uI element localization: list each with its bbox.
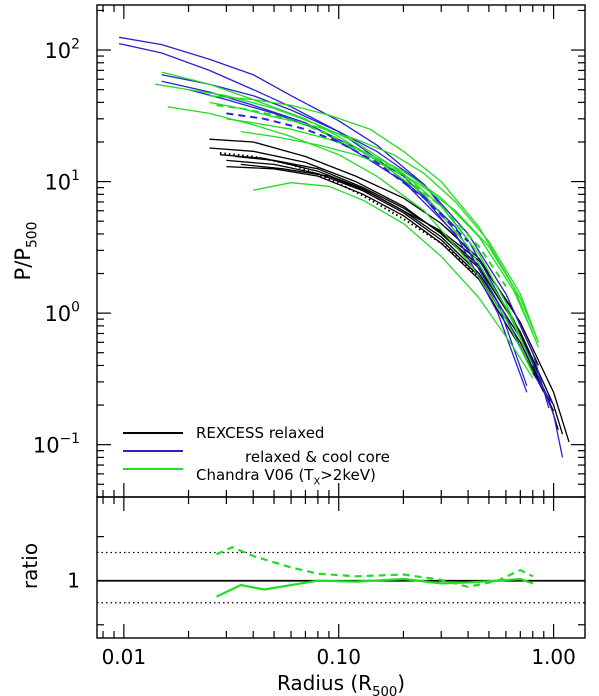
y-tick-label-1-exp: 0 — [71, 300, 80, 316]
y-tick-label-0-base: 10 — [33, 434, 60, 458]
y-tick-label-3-exp: 2 — [71, 37, 80, 53]
x-axis-label: Radius (R500) — [277, 671, 405, 696]
legend-label-0: REXCESS relaxed — [196, 424, 324, 442]
profile-line-black-5 — [235, 155, 539, 374]
legend-label-2-sub: X — [313, 477, 320, 488]
main-x-ticks — [102, 5, 555, 497]
y-tick-label-3-base: 10 — [44, 39, 71, 63]
main-series-group — [118, 36, 570, 458]
x-axis-label-sub: 500 — [372, 685, 397, 696]
ratio-frame — [96, 496, 586, 639]
profile-line-green-15 — [209, 95, 540, 348]
y-tick-label-2-exp: 1 — [71, 168, 80, 184]
profile-line-green-16 — [209, 101, 540, 343]
x-tick-label-2: 1.00 — [531, 645, 576, 669]
legend-label-2-rest: >2keV) — [320, 466, 376, 484]
legend-label-1: relaxed & cool core — [245, 448, 390, 466]
main-y-axis-label-base: P/P — [11, 248, 35, 280]
legend-label-2: Chandra V06 (TX>2keV) — [196, 466, 376, 488]
profile-line-blue-dashed-22 — [226, 112, 469, 243]
ratio-plot: 1 0.01 0.10 1.00 ratio Radius (R500) — [18, 496, 586, 696]
y-tick-label-0: 10−1 — [33, 431, 80, 457]
main-y-axis-label: P/P500 — [11, 222, 40, 281]
legend: REXCESS relaxed relaxed & cool coreChandr… — [123, 424, 390, 488]
x-tick-label-0: 0.01 — [102, 645, 147, 669]
profile-line-blue-8 — [118, 42, 555, 406]
main-frame — [96, 4, 586, 498]
y-tick-label-2-base: 10 — [44, 171, 71, 195]
main-y-axis-label-sub: 500 — [24, 222, 40, 248]
ratio-line-1 — [216, 546, 534, 589]
profile-line-black-4 — [226, 165, 545, 393]
x-axis-label-rest: ) — [397, 671, 405, 695]
y-tick-label-0-exp: −1 — [60, 431, 80, 447]
x-axis-label-base: Radius (R — [277, 671, 372, 695]
y-tick-label-2: 101 — [44, 168, 80, 194]
profile-line-blue-7 — [118, 36, 564, 458]
profile-line-green-17 — [226, 118, 534, 334]
profile-line-black-2 — [219, 154, 559, 430]
profile-line-blue-11 — [188, 88, 528, 393]
y-tick-label-3: 102 — [44, 37, 80, 63]
y-tick-label-1-base: 10 — [44, 302, 71, 326]
profile-line-green-13 — [155, 83, 528, 353]
profile-line-black-dotted-20 — [219, 152, 480, 278]
profile-line-black-0 — [209, 138, 570, 443]
ratio-y-tick-label-0: 1 — [67, 569, 80, 593]
profile-line-green-dashed-21 — [216, 104, 507, 287]
profile-line-black-1 — [209, 147, 564, 435]
x-tick-label-1: 0.10 — [316, 645, 361, 669]
profile-line-black-6 — [240, 163, 539, 366]
profile-line-green-19 — [253, 182, 534, 379]
ratio-series-group — [216, 546, 534, 598]
ratio-line-0 — [216, 577, 534, 598]
profile-line-blue-9 — [161, 74, 550, 409]
profile-line-blue-10 — [161, 80, 528, 387]
ratio-y-axis-label: ratio — [18, 543, 42, 589]
y-tick-label-1: 100 — [44, 300, 80, 326]
legend-label-2-base: Chandra V06 (T — [196, 466, 314, 484]
profile-line-green-18 — [240, 130, 540, 343]
ratio-x-ticks — [102, 497, 555, 638]
